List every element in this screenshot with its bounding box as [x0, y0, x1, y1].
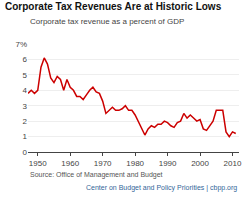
svg-text:2010: 2010	[224, 159, 242, 168]
svg-text:6: 6	[23, 55, 28, 64]
svg-text:0: 0	[23, 148, 28, 157]
svg-text:2000: 2000	[191, 159, 209, 168]
svg-text:1: 1	[23, 132, 28, 141]
svg-text:Corporate tax revenue as a per: Corporate tax revenue as a percent of GD…	[30, 17, 184, 26]
svg-text:5: 5	[23, 71, 28, 80]
svg-text:3: 3	[23, 102, 28, 111]
svg-text:4: 4	[23, 86, 28, 95]
svg-text:1970: 1970	[94, 159, 112, 168]
svg-text:1950: 1950	[29, 159, 47, 168]
svg-text:2: 2	[23, 117, 28, 126]
svg-text:1980: 1980	[126, 159, 144, 168]
svg-text:7%: 7%	[15, 40, 27, 49]
svg-text:Corporate Tax Revenues Are at: Corporate Tax Revenues Are at Historic L…	[5, 1, 222, 12]
svg-text:1990: 1990	[159, 159, 177, 168]
svg-text:Center on Budget and Policy Pr: Center on Budget and Policy Priorities |…	[86, 184, 237, 192]
svg-text:Source: Office of Management a: Source: Office of Management and Budget	[30, 171, 163, 179]
svg-text:1960: 1960	[61, 159, 79, 168]
